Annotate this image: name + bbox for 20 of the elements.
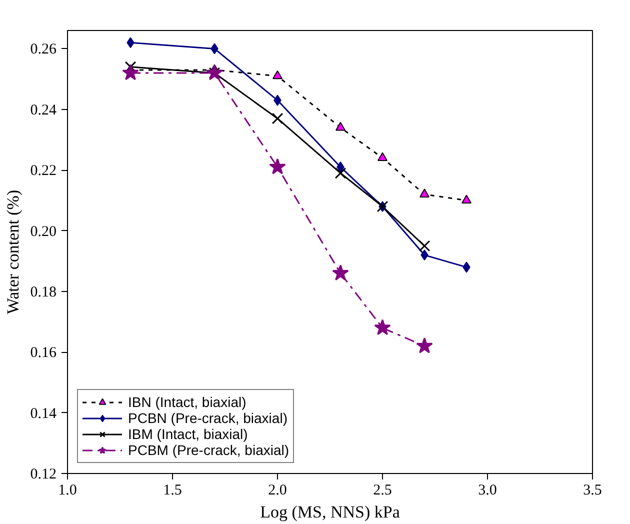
x-axis-title: Log (MS, NNS) kPa: [260, 502, 400, 522]
y-tick-label: 0.22: [30, 163, 56, 180]
x-tick-label: 3.0: [478, 482, 497, 498]
y-tick-label: 0.20: [30, 224, 56, 240]
y-tick-label: 0.24: [30, 102, 57, 118]
legend-label: PCBN (Pre-crack, biaxial): [128, 410, 288, 426]
x-tick-label: 2.5: [373, 482, 392, 498]
y-tick-label: 0.26: [30, 42, 57, 58]
x-tick-label: 2.0: [268, 482, 287, 498]
x-tick-label: 3.5: [583, 482, 602, 498]
y-tick-label: 0.16: [30, 345, 57, 362]
x-tick-label: 1.0: [58, 482, 77, 498]
y-tick-label: 0.18: [30, 284, 56, 300]
legend-label: IBM (Intact, biaxial): [128, 426, 248, 442]
y-axis-title: Water content (%): [3, 190, 22, 314]
legend-label: PCBM (Pre-crack, biaxial): [128, 442, 290, 458]
x-tick-label: 1.5: [163, 482, 182, 498]
legend-label: IBN (Intact, biaxial): [128, 394, 246, 410]
y-tick-label: 0.12: [30, 466, 56, 482]
y-tick-label: 0.14: [30, 406, 57, 422]
